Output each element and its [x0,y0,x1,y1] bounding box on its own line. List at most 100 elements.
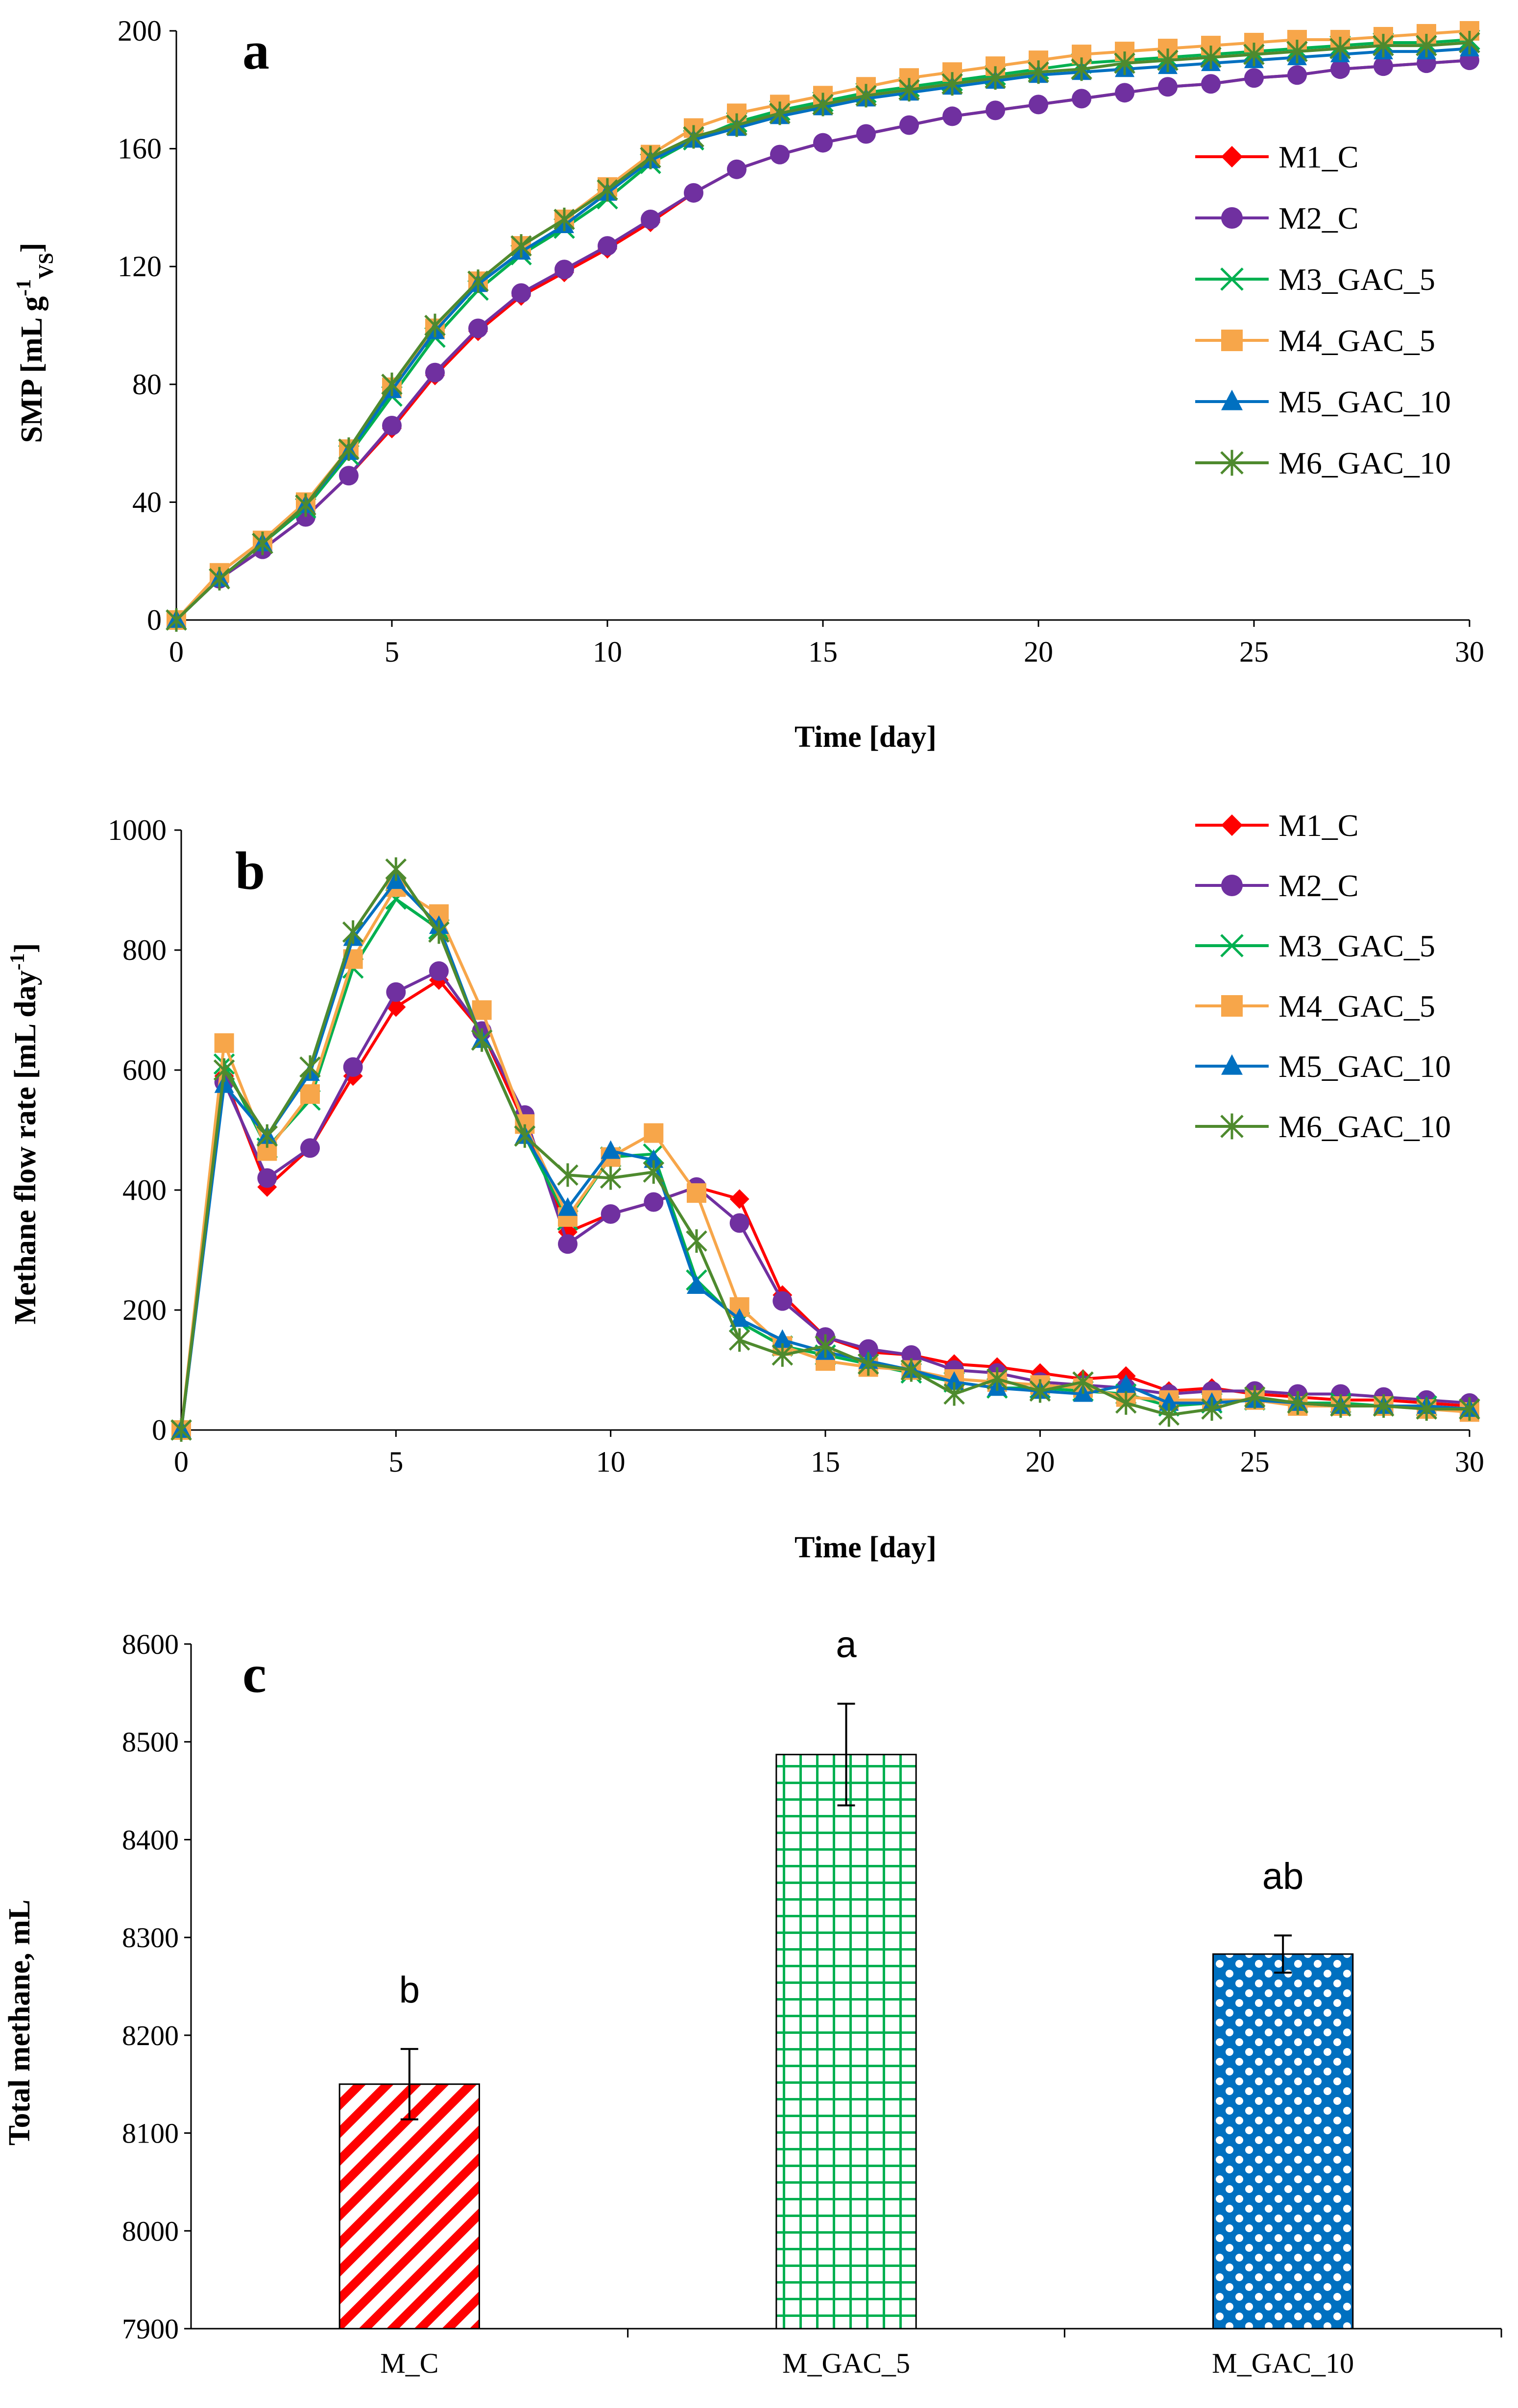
data-point [1116,1374,1136,1393]
data-point [428,920,450,944]
series-line [175,29,1470,621]
data-point [683,125,704,149]
category-label: M_C [380,2347,438,2379]
error-bar [400,2048,418,2121]
data-point [600,1166,622,1190]
y-tick-label: 80 [132,368,162,401]
legend-label: M1_C [1278,808,1359,843]
data-point [1330,1394,1351,1418]
y-tick-label: 8400 [122,1824,179,1856]
y-tick-label: 600 [122,1054,167,1086]
data-point [643,1160,665,1184]
data-point [468,318,488,338]
data-point [1373,1394,1395,1418]
bar [338,2083,481,2330]
data-point [856,124,876,144]
y-tick-label: 200 [122,1294,167,1326]
data-point [1287,1391,1309,1415]
data-point [772,1329,793,1348]
legend-item-M3_GAC_5: M3_GAC_5 [1195,929,1435,963]
data-point [726,113,747,137]
y-tick-label: 8600 [122,1628,179,1660]
data-point [554,207,575,231]
data-point [729,1308,749,1327]
significance-label: b [399,1969,420,2011]
data-point [687,1275,706,1294]
x-tick-label: 0 [174,1446,189,1478]
data-point [1072,1370,1094,1394]
data-point [1416,34,1437,58]
series-line [175,38,1470,621]
data-point [727,159,747,179]
panel-a-letter: a [242,21,269,80]
y-tick-label: 40 [132,486,162,518]
data-point [858,1339,878,1359]
bar [1212,1953,1354,2330]
legend-label: M4_GAC_5 [1278,323,1435,358]
data-point [554,260,574,280]
data-point [898,78,920,102]
panel-a-smp-chart: a 0 40 80 120 160 200 0 5 10 15 20 25 30 M1_C M2_C M3_… [13,15,1484,754]
bar [775,1754,917,2330]
data-point [1201,1397,1223,1421]
panel-c-total-methane-chart: c 7900 8000 8100 8200 8300 8400 8500 8600 b M_C a… [3,1624,1502,2379]
data-point [252,531,273,555]
y-tick-label: 120 [118,250,162,283]
data-point [944,1371,964,1390]
error-bar [1274,1934,1292,1974]
data-point [339,466,359,486]
data-point [209,567,230,591]
data-point [1029,1379,1051,1403]
legend-swatch-marker [1221,207,1243,229]
data-point [1459,31,1480,55]
data-point [644,1149,664,1168]
legend-swatch-marker [1220,450,1244,476]
y-tick-label: 0 [147,604,162,636]
significance-label: a [836,1624,857,1666]
data-point [1243,43,1265,67]
data-point [1459,1397,1480,1421]
data-point [1159,1392,1179,1411]
data-point [472,1000,492,1020]
y-tick-label: 0 [152,1414,167,1446]
legend-item-M1_C: M1_C [1195,808,1359,843]
legend-swatch-marker [1221,330,1243,351]
data-point [601,1140,621,1159]
data-point [558,1234,578,1254]
legend-item-M5_GAC_10: M5_GAC_10 [1195,1049,1451,1084]
x-tick-label: 5 [385,636,399,668]
data-point [815,1334,836,1358]
data-point [597,178,618,202]
data-point [986,100,1005,120]
legend-item-M2_C: M2_C [1195,868,1359,903]
y-tick-label: 8300 [122,1922,179,1954]
data-point [1373,34,1394,58]
y-tick-label: 400 [122,1174,167,1206]
legend-swatch-marker [1221,875,1243,896]
data-point [640,145,661,169]
bar-group-M_C: b M_C [338,1969,481,2379]
legend-label: M1_C [1278,140,1359,174]
x-tick-label: 30 [1455,1446,1484,1478]
panel-a-x-axis-title: Time [day] [795,720,937,754]
data-point [770,144,790,165]
data-point [295,493,316,517]
legend-item-M6_GAC_10: M6_GAC_10 [1195,446,1451,480]
category-label: M_GAC_10 [1212,2347,1354,2379]
data-point [511,283,531,303]
x-tick-label: 30 [1455,636,1484,668]
data-point [386,982,406,1002]
panel-b-letter: b [235,841,265,901]
data-point [467,269,489,293]
data-point [385,857,407,881]
data-point [942,106,962,126]
legend-item-M1_C: M1_C [1195,140,1359,174]
data-point [1330,59,1350,79]
panel-a-legend: M1_C M2_C M3_GAC_5 M4_GAC_5 M5_GAC_10 M6_GAC_… [1195,140,1451,480]
legend-label: M5_GAC_10 [1278,384,1451,419]
data-point [1114,51,1135,75]
data-point [429,961,449,981]
legend-label: M5_GAC_10 [1278,1049,1451,1084]
data-point [855,84,877,108]
